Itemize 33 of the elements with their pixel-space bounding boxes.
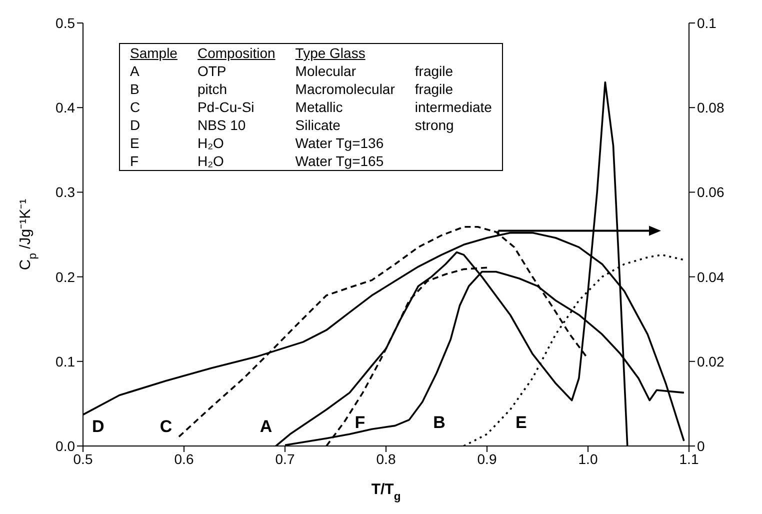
x-tick-label: 1.1 [679,450,699,467]
x-tick-label: 0.5 [73,450,93,467]
y2-tick-label: 0.06 [697,184,724,200]
x-tick-label: 0.6 [174,450,194,467]
y2-tick-label: 0 [697,438,705,454]
y-tick-label: 0.2 [56,268,76,285]
text: D NBS 10 Silicate strong [130,117,454,133]
annotation: A [260,417,272,436]
annotation: B [433,413,446,432]
annotation: C [160,417,172,436]
y-tick-label: 0.1 [56,353,76,370]
y2-tick-label: 0.02 [697,353,724,370]
text: C Pd-Cu-Si Metallic intermediate [130,99,492,115]
y-tick-label: 0.5 [56,14,76,31]
x-axis-title: T/T$_{g}$ [371,481,401,503]
y-tick-label: 0.3 [56,184,76,200]
annotation: F [354,413,366,432]
text: F H₂O Water Tg=165 [130,153,384,169]
text: E H₂O Water Tg=136 [130,135,384,151]
x-tick-label: 0.8 [376,450,396,467]
x-tick-label: 1.0 [578,450,598,467]
y2-tick-label: 0.08 [697,100,724,116]
x-tick-label: 0.7 [275,450,295,467]
y2-tick-label: 0.04 [697,268,724,285]
text: Sample Composition Type Glass [130,45,366,61]
x-tick-label: 0.9 [477,450,497,467]
text: B pitch Macromolecular fragile [130,81,454,97]
y2-tick-label: 0.1 [697,14,717,31]
y-tick-label: 0.0 [56,438,76,454]
y-tick-label: 0.4 [56,100,76,116]
annotation: D [92,417,104,436]
annotation: E [515,413,527,432]
text: A OTP Molecular fragile [130,63,454,79]
